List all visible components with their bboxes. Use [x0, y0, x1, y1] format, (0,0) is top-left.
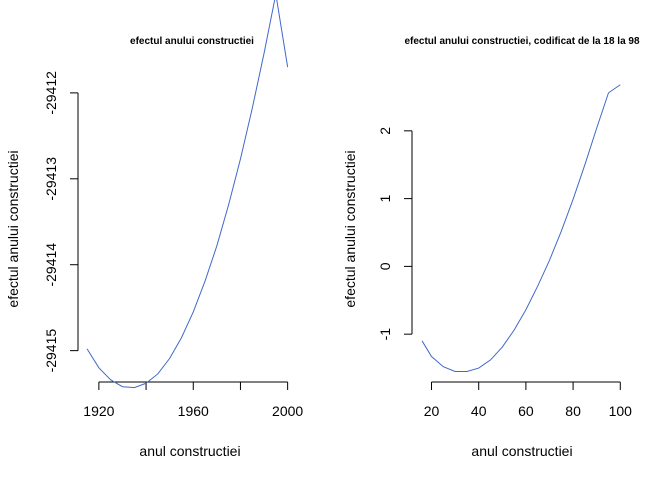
y-tick-label: 1: [377, 195, 393, 203]
x-tick-label: 1920: [83, 403, 114, 419]
x-tick-label: 40: [471, 403, 487, 419]
chart-panel-left: efectul anului constructiei anul constru…: [5, 0, 303, 459]
chart-title-left: efectul anului constructiei: [130, 36, 254, 47]
x-tick-label: 100: [609, 403, 633, 419]
x-axis-label-left: anul constructiei: [139, 443, 240, 459]
y-axis-label-right: efectul anului constructiei: [342, 150, 358, 307]
x-axis-right: 20 40 60 80 100: [424, 381, 633, 419]
x-axis-label-right: anul constructiei: [471, 443, 572, 459]
y-tick-label: -29413: [43, 157, 59, 201]
y-tick-label: -29414: [43, 243, 59, 287]
x-tick-label: 2000: [272, 403, 303, 419]
x-axis-left: 1920 1960 2000: [83, 381, 303, 419]
y-axis-left: -29415 -29414 -29413 -29412: [43, 71, 79, 373]
y-tick-label: -1: [377, 328, 393, 341]
x-tick-label: 1960: [178, 403, 209, 419]
y-axis-label-left: efectul anului constructiei: [5, 150, 21, 307]
y-tick-label: 0: [377, 262, 393, 270]
x-tick-label: 80: [565, 403, 581, 419]
y-tick-label: -29415: [43, 329, 59, 373]
chart-title-right: efectul anului constructiei, codificat d…: [404, 36, 640, 47]
x-tick-label: 20: [424, 403, 440, 419]
y-tick-label: -29412: [43, 71, 59, 115]
chart-panel-right: efectul anului constructiei, codificat d…: [342, 36, 640, 459]
x-tick-label: 60: [518, 403, 534, 419]
series-line-right: [421, 84, 621, 372]
series-line-left: [86, 0, 289, 389]
y-tick-label: 2: [377, 127, 393, 135]
y-axis-right: -1 0 1 2: [377, 127, 413, 341]
